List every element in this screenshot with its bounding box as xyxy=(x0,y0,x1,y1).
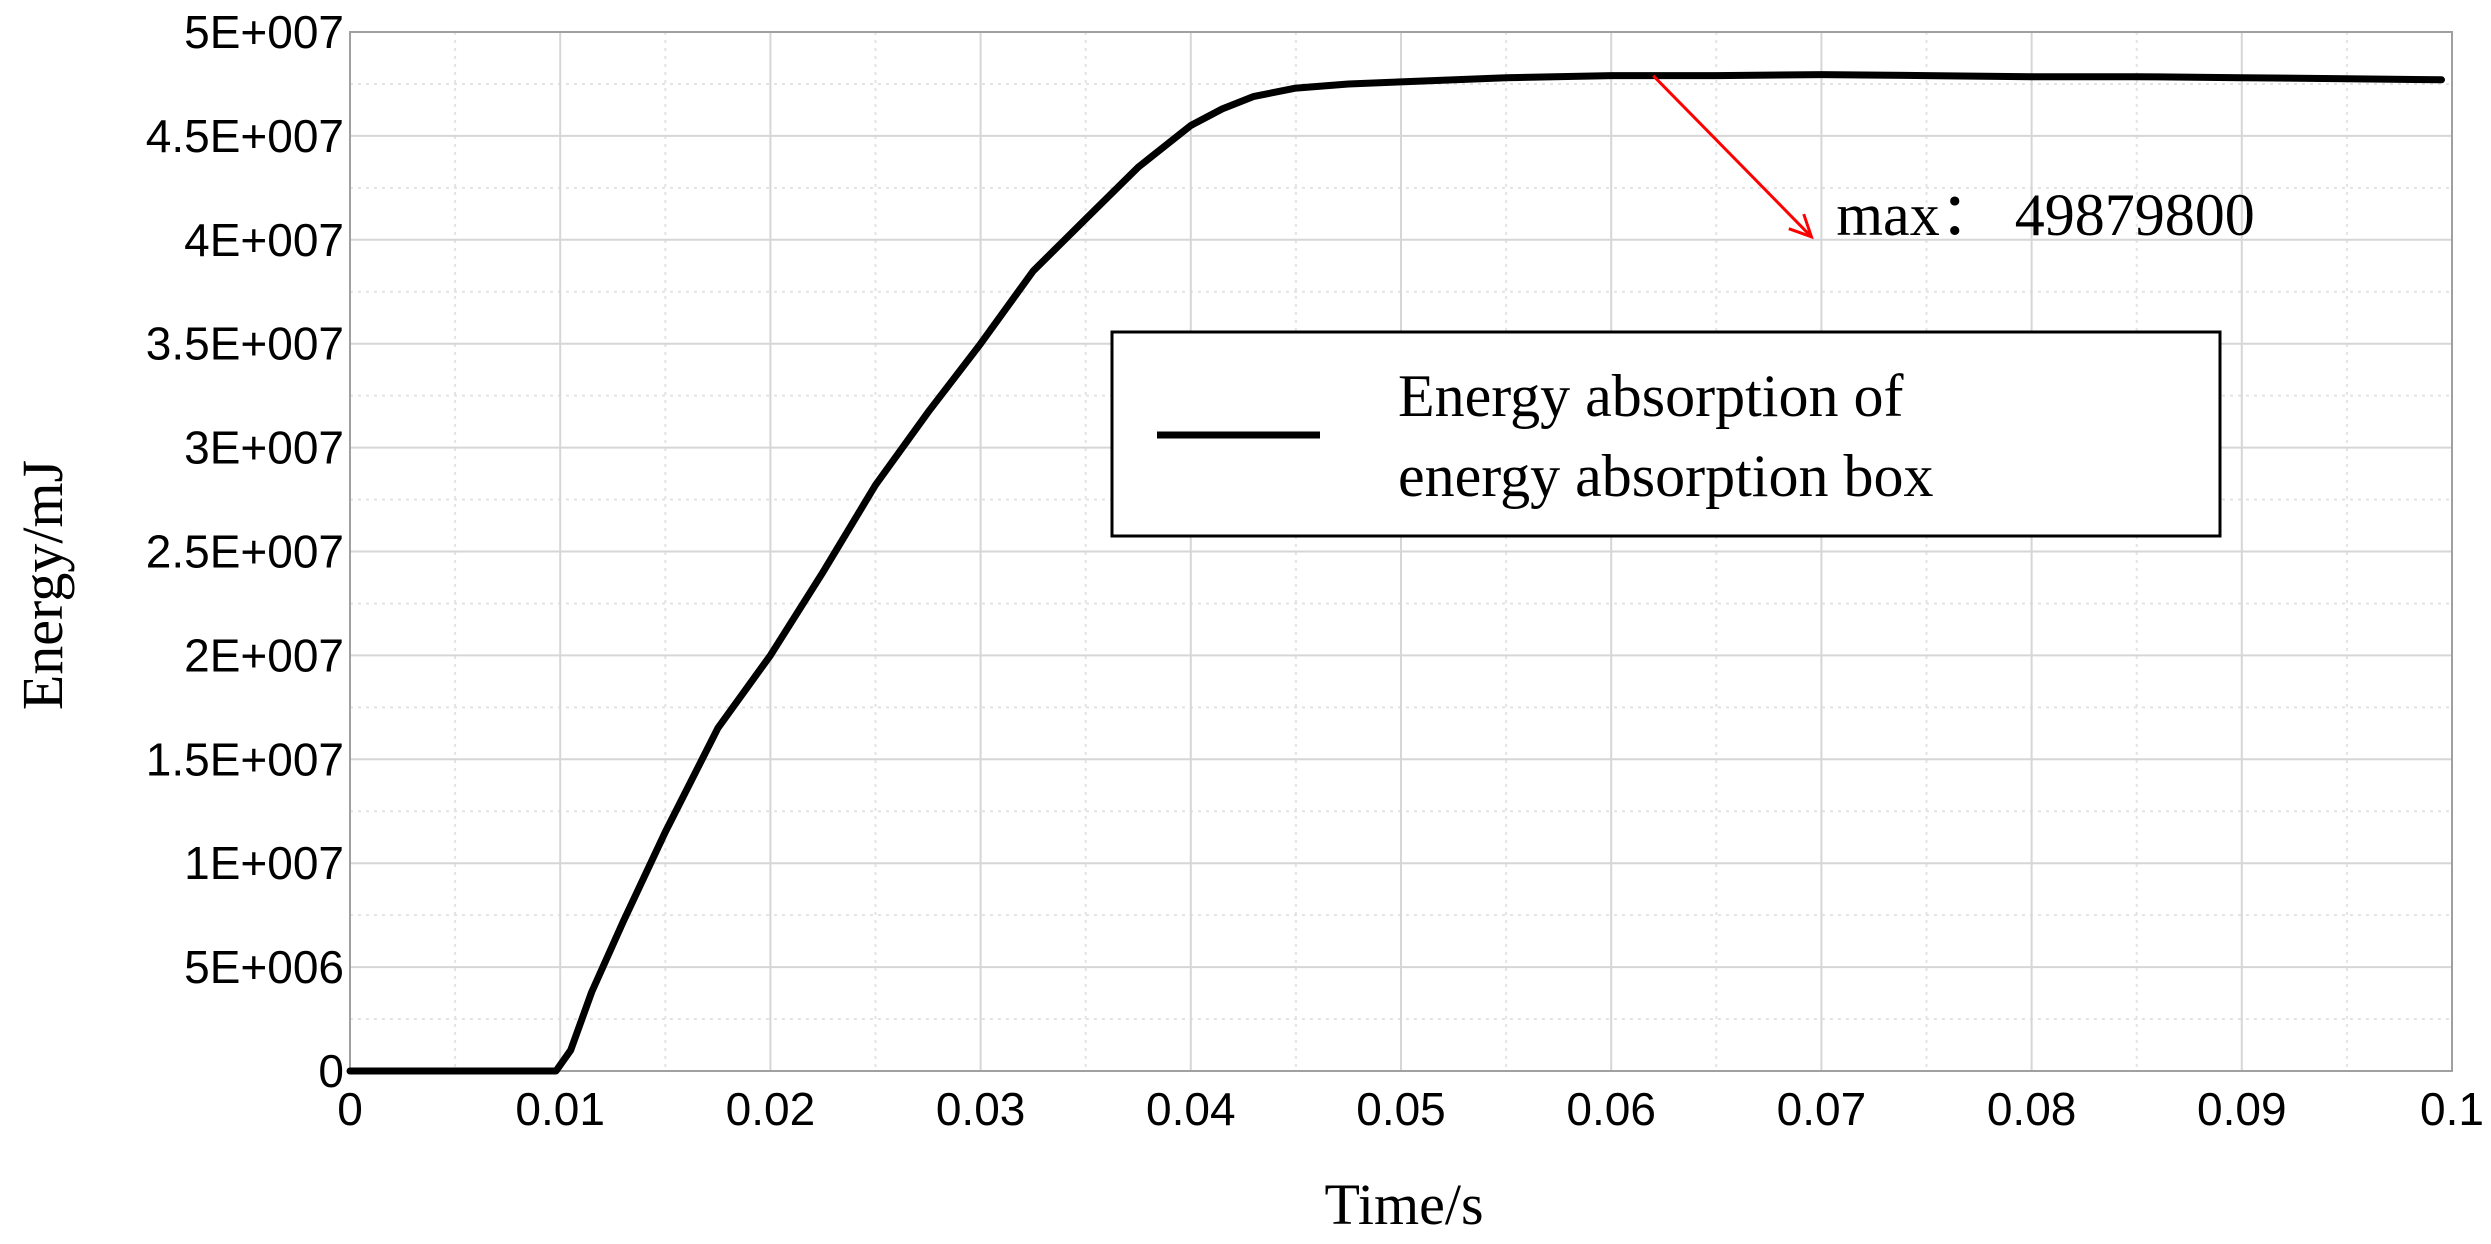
y-tick-label: 1E+007 xyxy=(184,837,344,889)
legend-label-line-2: energy absorption box xyxy=(1398,443,1933,509)
x-tick-label: 0.09 xyxy=(2197,1083,2287,1135)
y-tick-labels: 0 5E+006 1E+007 1.5E+007 2E+007 2.5E+007 3E+00… xyxy=(146,6,344,1097)
legend: Energy absorption of energy absorption b… xyxy=(1110,330,2222,538)
y-tick-label: 3E+007 xyxy=(184,422,344,474)
y-tick-label: 0 xyxy=(318,1045,344,1097)
x-tick-label: 0.06 xyxy=(1566,1083,1656,1135)
x-axis-title: Time/s xyxy=(1324,1172,1483,1237)
x-tick-label: 0.03 xyxy=(936,1083,1026,1135)
major-grid xyxy=(349,31,2453,1072)
y-tick-label: 2.5E+007 xyxy=(146,526,344,578)
x-tick-label: 0.05 xyxy=(1356,1083,1446,1135)
x-tick-label: 0.07 xyxy=(1777,1083,1867,1135)
plot-frame xyxy=(349,31,2453,1072)
max-annotation: max： 49879800 xyxy=(1652,74,2255,248)
x-tick-label: 0 xyxy=(337,1083,363,1135)
x-tick-label: 0.04 xyxy=(1146,1083,1236,1135)
y-tick-label: 4.5E+007 xyxy=(146,110,344,162)
y-tick-label: 2E+007 xyxy=(184,629,344,681)
x-tick-labels: 0 0.01 0.02 0.03 0.04 0.05 0.06 0.07 0.08 0.09 0.1 xyxy=(337,1083,2484,1135)
annotation-text: max： 49879800 xyxy=(1836,182,2254,248)
y-tick-label: 5E+006 xyxy=(184,941,344,993)
legend-label-line-1: Energy absorption of xyxy=(1398,363,1903,429)
y-tick-label: 5E+007 xyxy=(184,6,344,58)
series-line-energy-absorption xyxy=(346,71,2445,1075)
y-tick-label: 3.5E+007 xyxy=(146,318,344,370)
y-axis-title: Energy/mJ xyxy=(10,460,75,710)
y-tick-label: 4E+007 xyxy=(184,214,344,266)
x-tick-label: 0.02 xyxy=(726,1083,816,1135)
annotation-arrowhead xyxy=(1788,213,1814,240)
x-tick-label: 0.01 xyxy=(515,1083,605,1135)
x-tick-label: 0.08 xyxy=(1987,1083,2077,1135)
y-tick-label: 1.5E+007 xyxy=(146,733,344,785)
annotation-arrow-line xyxy=(1652,74,1813,238)
x-tick-label: 0.1 xyxy=(2420,1083,2484,1135)
